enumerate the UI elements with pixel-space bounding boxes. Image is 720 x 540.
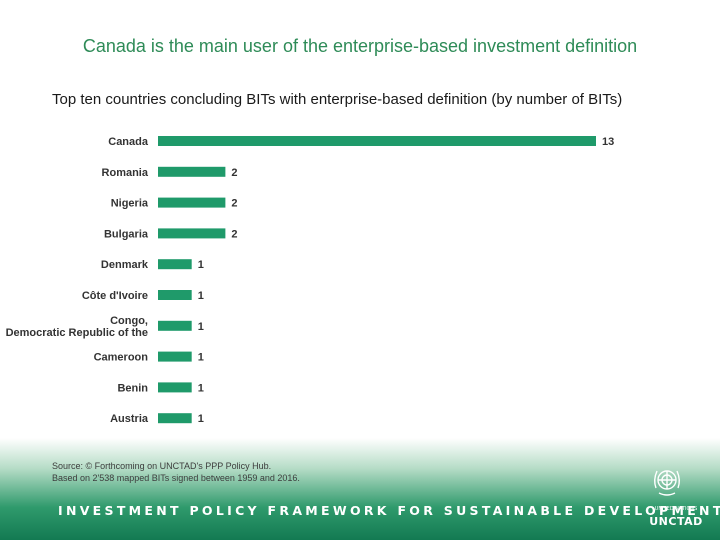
footer-band [0,438,720,540]
category-label: Canada [108,136,149,148]
bar [158,320,192,331]
bar-value-label: 1 [198,321,204,333]
category-label: Congo, Democratic Republic of the [6,315,148,339]
category-label: Denmark [101,259,149,271]
bar [158,228,226,239]
source-note: Source: © Forthcoming on UNCTAD's PPP Po… [52,460,452,484]
bar [158,290,192,300]
bar-value-label: 2 [231,198,237,210]
bar-value-label: 1 [198,290,204,302]
bar-value-label: 1 [198,259,204,271]
bar-value-label: 1 [198,413,204,425]
bar [158,351,192,362]
source-line: Based on 2'538 mapped BITs signed betwee… [52,473,300,483]
category-label: Côte d'Ivoire [82,290,148,302]
org-small-label: UNITED NATIONS [654,506,698,512]
category-label: Cameroon [94,352,149,364]
bar-value-label: 13 [602,136,614,148]
category-label: Benin [117,382,148,394]
bar-chart: 13 Canada 2 Romania 2 Nigeria 2 Bulgaria 1 Denmar… [6,136,614,425]
bar [158,166,226,177]
chart-subtitle: Top ten countries concluding BITs with e… [52,91,623,108]
bar [158,382,192,393]
bar [158,136,596,146]
bar-value-label: 2 [231,228,237,240]
category-label: Nigeria [111,198,149,210]
un-emblem-icon [654,470,680,496]
footer-tagline: INVESTMENT POLICY FRAMEWORK FOR SUSTAINA… [58,503,720,518]
bar-value-label: 1 [198,382,204,394]
category-label: Romania [102,167,149,179]
slide-title: Canada is the main user of the enterpris… [82,36,638,56]
bar [158,413,192,424]
source-line: Source: © Forthcoming on UNCTAD's PPP Po… [52,461,272,471]
bar-value-label: 1 [198,352,204,364]
bar-value-label: 2 [231,167,237,179]
category-label: Austria [110,413,149,425]
bar [158,259,192,270]
bar [158,197,226,208]
category-label: Bulgaria [104,228,149,240]
org-name: UNCTAD [649,515,703,528]
